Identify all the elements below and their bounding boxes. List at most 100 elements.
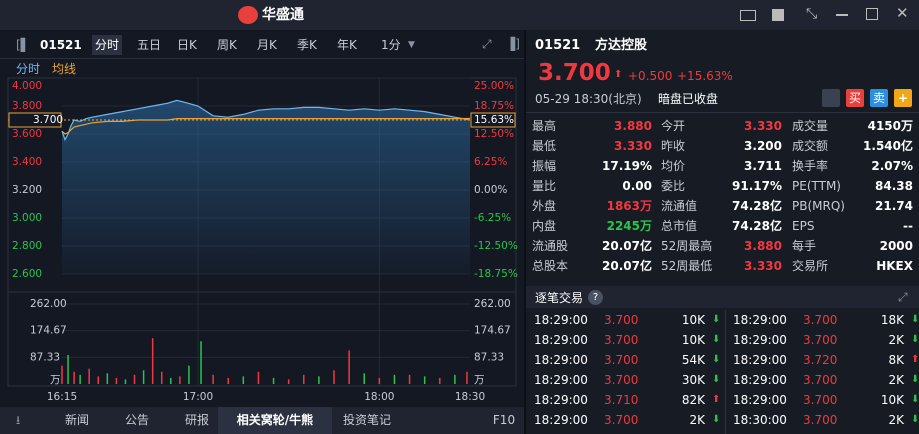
expand-icon[interactable]: ⤢ (482, 37, 492, 51)
buy-button[interactable]: 买 (846, 89, 864, 107)
stat-label: 量比 (532, 179, 557, 193)
volume-tick-label: 262.00 (30, 298, 67, 310)
y-tick-label: 3.400 (12, 156, 42, 168)
stat-value: 20.07亿 (602, 239, 652, 253)
stat-value: 3.330 (744, 259, 782, 273)
sell-button[interactable]: 卖 (870, 89, 888, 107)
quote-change: +0.500 (628, 69, 673, 83)
trade-direction: ⬇ (712, 334, 721, 345)
trade-price: 3.700 (803, 373, 838, 387)
stat-label: 昨收 (661, 139, 686, 153)
volume-tick-label: 174.67 (474, 325, 511, 337)
divider (725, 310, 726, 434)
toolbar-tab[interactable]: 日K (177, 38, 197, 52)
stat-value: 3.880 (614, 119, 652, 133)
bottom-tab[interactable]: F10 (492, 413, 516, 427)
stat-label: 总股本 (532, 259, 569, 273)
toolbar-tab[interactable]: 周K (217, 38, 237, 52)
y-tick-label: 3.600 (12, 128, 42, 140)
maximize-button[interactable] (866, 8, 878, 20)
trade-time: 18:29:00 (534, 333, 588, 347)
pct-box-label: 15.63% (474, 114, 514, 126)
collapse-icon[interactable]: ⭳ (16, 413, 21, 427)
y2-tick-label: 18.75% (474, 100, 514, 112)
divider (526, 112, 919, 113)
toolbar-tab[interactable]: 分时 (92, 35, 123, 55)
skin-icon[interactable] (772, 9, 784, 21)
trade-direction: ⬇ (712, 314, 721, 325)
toolbar-tab[interactable]: 季K (297, 38, 317, 52)
stat-value: -- (903, 219, 913, 233)
mail-icon[interactable] (740, 10, 756, 21)
stat-label: 流通值 (661, 199, 698, 213)
bottom-tab[interactable]: 投资笔记 (342, 413, 391, 427)
stat-label: PB(MRQ) (792, 199, 845, 213)
interval-select[interactable]: 1分 (381, 38, 401, 52)
trade-time: 18:29:00 (534, 313, 588, 327)
trade-price: 3.700 (604, 313, 639, 327)
bottom-tab[interactable]: 新闻 (64, 413, 89, 427)
stat-label: 换手率 (792, 159, 829, 173)
trade-price: 3.700 (803, 393, 838, 407)
trade-volume: 18K (880, 313, 904, 327)
y2-tick-label: -6.25% (474, 212, 511, 224)
trade-volume: 2K (888, 333, 904, 347)
trades-title: 逐笔交易 (535, 291, 584, 305)
trade-direction: ⬇ (911, 314, 919, 325)
panel-toggle-right[interactable]: ▐] (506, 37, 520, 51)
y2-tick-label: 0.00% (474, 184, 507, 196)
add-button[interactable]: + (894, 89, 912, 107)
trade-price: 3.700 (604, 353, 639, 367)
stat-value: 21.74 (875, 199, 913, 213)
stat-value: HKEX (876, 259, 913, 273)
trade-volume: 8K (888, 353, 904, 367)
toolbar-tab[interactable]: 五日 (137, 38, 162, 52)
price-box (8, 112, 62, 128)
close-button[interactable]: ✕ (896, 4, 909, 22)
toolbar-tab[interactable]: 月K (257, 38, 277, 52)
trade-volume: 2K (888, 413, 904, 427)
quote-time: 05-29 18:30(北京) (535, 92, 642, 106)
trade-direction: ⬆ (911, 354, 919, 365)
alert-button[interactable] (822, 89, 840, 107)
stat-label: 每手 (792, 239, 817, 253)
trade-volume: 82K (681, 393, 705, 407)
legend-item: 分时 (16, 62, 41, 76)
trade-time: 18:29:00 (534, 413, 588, 427)
trade-time: 18:29:00 (534, 373, 588, 387)
stat-label: 交易所 (792, 259, 829, 273)
stat-value: 3.200 (744, 139, 782, 153)
trade-volume: 54K (681, 353, 705, 367)
legend-item: 均线 (52, 62, 77, 76)
bottom-tab[interactable]: 公告 (124, 413, 149, 427)
dropdown-arrow[interactable]: ▼ (408, 40, 415, 50)
help-icon[interactable]: ? (588, 290, 603, 305)
stat-label: 成交额 (792, 139, 829, 153)
title-bar (0, 0, 919, 30)
toolbar-tab[interactable]: 年K (337, 38, 357, 52)
trade-direction: ⬇ (911, 394, 919, 405)
stat-label: 52周最高 (661, 239, 713, 253)
shrink-icon[interactable]: ⤡ (806, 6, 818, 22)
y-tick-label: 2.800 (12, 240, 42, 252)
series-line (61, 99, 471, 142)
stat-label: PE(TTM) (792, 179, 841, 193)
stat-value: 17.19% (602, 159, 652, 173)
trade-price: 3.710 (604, 393, 639, 407)
stat-label: EPS (792, 219, 815, 233)
trade-price: 3.700 (803, 313, 838, 327)
trade-time: 18:29:00 (733, 313, 787, 327)
stat-label: 今开 (661, 119, 686, 133)
bottom-tab[interactable]: 研报 (184, 413, 209, 427)
trade-volume: 10K (681, 313, 705, 327)
trade-price: 3.700 (803, 413, 838, 427)
stat-value: 3.711 (744, 159, 782, 173)
panel-toggle[interactable]: [▌ (16, 38, 30, 52)
minimize-button[interactable] (836, 14, 848, 16)
trades-header (526, 286, 919, 308)
bottom-tab[interactable]: 相关窝轮/牛熊 (218, 407, 332, 434)
x-tick-label: 18:30 (455, 391, 485, 403)
expand-icon[interactable]: ⤢ (898, 290, 908, 304)
stat-value: 74.28亿 (732, 219, 782, 233)
